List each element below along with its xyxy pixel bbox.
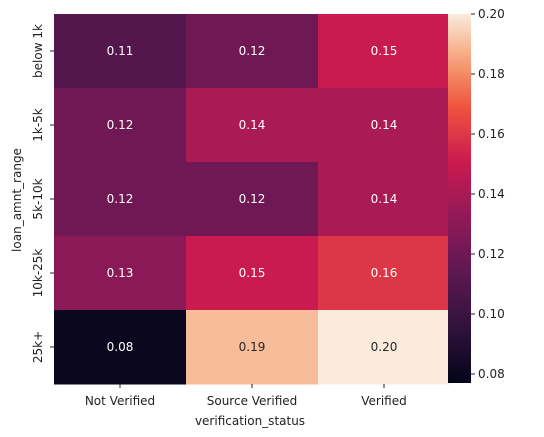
cell-value-label: 0.14 bbox=[371, 192, 398, 206]
cell-value-label: 0.19 bbox=[239, 340, 266, 354]
colorbar-tick-label: 0.10 bbox=[478, 307, 505, 321]
x-axis-label: verification_status bbox=[195, 414, 305, 428]
heatmap-cells: 0.11 0.12 0.15 0.12 0.14 0.14 0.12 0.12 0.14 0.13… bbox=[54, 14, 451, 385]
heatmap-cell bbox=[318, 310, 451, 385]
cell-value-label: 0.12 bbox=[107, 192, 134, 206]
heatmap-cell bbox=[54, 14, 187, 89]
colorbar-tick-label: 0.08 bbox=[478, 367, 505, 381]
colorbar-tick-label: 0.12 bbox=[478, 247, 505, 261]
colorbar-ticks: 0.08 0.10 0.12 0.14 0.16 0.18 0.20 bbox=[471, 7, 505, 381]
cell-value-label: 0.15 bbox=[239, 266, 266, 280]
heatmap-cell bbox=[186, 162, 319, 237]
x-tick-label: Not Verified bbox=[85, 394, 155, 408]
heatmap-cell bbox=[318, 14, 451, 89]
cell-value-label: 0.14 bbox=[371, 118, 398, 132]
cell-value-label: 0.14 bbox=[239, 118, 266, 132]
heatmap-cell bbox=[54, 88, 187, 163]
heatmap-cell bbox=[54, 162, 187, 237]
colorbar-tick-label: 0.16 bbox=[478, 127, 505, 141]
colorbar-tick-label: 0.14 bbox=[478, 187, 505, 201]
cell-value-label: 0.08 bbox=[107, 340, 134, 354]
y-tick-label: 25k+ bbox=[31, 331, 45, 363]
x-tick-label: Verified bbox=[361, 394, 407, 408]
cell-value-label: 0.12 bbox=[107, 118, 134, 132]
x-tick-labels: Not Verified Source Verified Verified bbox=[85, 384, 407, 408]
x-tick-label: Source Verified bbox=[207, 394, 298, 408]
y-axis-label: loan_amnt_range bbox=[10, 148, 24, 252]
y-tick-label: 5k-10k bbox=[31, 178, 45, 219]
heatmap-cell bbox=[186, 88, 319, 163]
heatmap-cell bbox=[318, 88, 451, 163]
heatmap-cell bbox=[54, 310, 187, 385]
y-tick-label: below 1k bbox=[31, 24, 45, 78]
cell-value-label: 0.12 bbox=[239, 44, 266, 58]
y-tick-labels: below 1k 1k-5k 5k-10k 10k-25k 25k+ bbox=[31, 24, 54, 363]
heatmap-cell bbox=[318, 236, 451, 311]
y-tick-label: 1k-5k bbox=[31, 108, 45, 142]
heatmap-cell bbox=[186, 236, 319, 311]
cell-value-label: 0.12 bbox=[239, 192, 266, 206]
cell-value-label: 0.20 bbox=[371, 340, 398, 354]
cell-value-label: 0.13 bbox=[107, 266, 134, 280]
heatmap-cell bbox=[186, 14, 319, 89]
heatmap-cell bbox=[54, 236, 187, 311]
cell-value-label: 0.15 bbox=[371, 44, 398, 58]
colorbar-tick-label: 0.20 bbox=[478, 7, 505, 21]
cell-value-label: 0.16 bbox=[371, 266, 398, 280]
heatmap-cell bbox=[186, 310, 319, 385]
y-tick-label: 10k-25k bbox=[31, 249, 45, 298]
heatmap-cell bbox=[318, 162, 451, 237]
colorbar-tick-label: 0.18 bbox=[478, 67, 505, 81]
cell-value-label: 0.11 bbox=[107, 44, 134, 58]
colorbar bbox=[448, 14, 471, 383]
